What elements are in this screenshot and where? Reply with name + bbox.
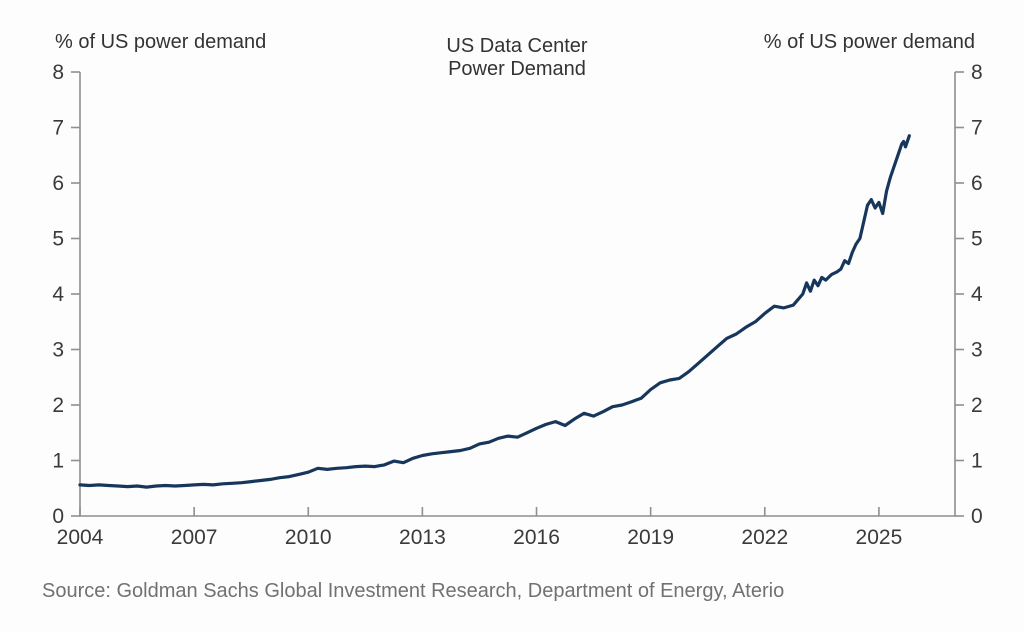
x-tick-label: 2010	[285, 526, 332, 549]
x-tick-label: 2007	[171, 526, 218, 549]
y-tick-label-right: 7	[971, 117, 983, 140]
y-tick-label-left: 7	[52, 117, 64, 140]
y-tick-label-left: 0	[52, 505, 64, 528]
y-tick-label-right: 3	[971, 339, 983, 362]
y-tick-label-left: 2	[52, 394, 64, 417]
left-axis-unit-label: % of US power demand	[55, 31, 266, 53]
y-tick-label-right: 0	[971, 505, 983, 528]
y-tick-label-left: 8	[52, 61, 64, 84]
chart-title-line1: US Data Center	[446, 35, 588, 57]
x-tick-label: 2013	[399, 526, 446, 549]
y-tick-label-left: 6	[52, 172, 64, 195]
axes-frame	[79, 72, 956, 517]
y-tick-label-right: 6	[971, 172, 983, 195]
y-tick-label-right: 8	[971, 61, 983, 84]
y-tick-label-left: 4	[52, 283, 64, 306]
x-tick-label: 2022	[741, 526, 788, 549]
x-tick-label: 2019	[627, 526, 674, 549]
x-tick-label: 2016	[513, 526, 560, 549]
right-axis-unit-label: % of US power demand	[764, 31, 975, 53]
source-attribution-text: Source: Goldman Sachs Global Investment …	[42, 580, 784, 602]
y-tick-label-right: 5	[971, 228, 983, 251]
power-demand-line-series	[78, 134, 911, 489]
x-axis-ticks: 2004 2007 2010 2013 2016 2019 2022 2025	[57, 507, 903, 549]
chart-title-line2: Power Demand	[448, 58, 586, 80]
y-axis-left-ticks: 0 1 2 3 4 5 6 7 8	[52, 61, 80, 528]
y-tick-label-left: 3	[52, 339, 64, 362]
x-tick-label: 2025	[856, 526, 903, 549]
y-tick-label-right: 4	[971, 283, 983, 306]
y-tick-label-left: 5	[52, 228, 64, 251]
y-tick-label-right: 2	[971, 394, 983, 417]
y-tick-label-right: 1	[971, 450, 983, 473]
x-tick-label: 2004	[57, 526, 104, 549]
y-tick-label-left: 1	[52, 450, 64, 473]
y-axis-right-ticks: 0 1 2 3 4 5 6 7 8	[955, 61, 983, 528]
axis-spines	[79, 72, 956, 517]
